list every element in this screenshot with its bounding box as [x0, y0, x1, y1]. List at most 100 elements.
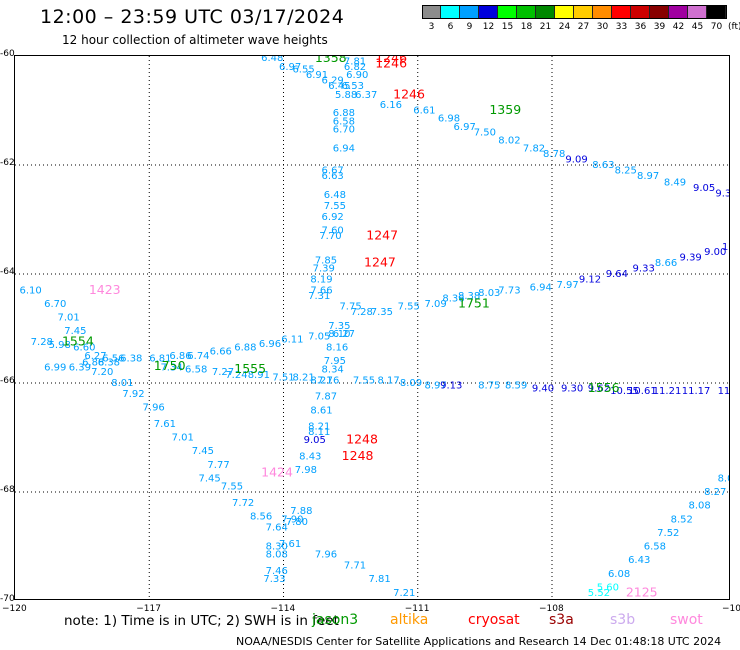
wave-height-label: 6.10 — [19, 285, 41, 296]
wave-height-label: 7.95 — [324, 356, 346, 367]
map-title: 12:00 – 23:59 UTC 03/17/2024 — [40, 6, 345, 28]
legend-swatch-label: 27 — [577, 22, 590, 32]
wave-height-label: 5.60 — [597, 582, 619, 593]
wave-height-label: 8.08 — [266, 550, 288, 561]
wave-height-label: 8.75 — [478, 381, 500, 392]
legend-swatch — [422, 5, 441, 19]
wave-height-label: 6.70 — [333, 125, 355, 136]
satellite-name-jason3: jason3 — [312, 612, 359, 628]
pass-time-label: 1248 — [346, 432, 378, 447]
wave-height-label: 6.16 — [380, 100, 402, 111]
wave-height-label: 6.27 — [333, 329, 355, 340]
wave-height-label: 7.73 — [498, 285, 520, 296]
wave-height-label: 6.66 — [210, 346, 232, 357]
longitude-tick-label: −10 — [722, 604, 740, 614]
wave-height-label: 5.88 — [335, 90, 357, 101]
wave-height-label: 6.67 — [322, 165, 344, 176]
wave-height-label: 8.49 — [664, 177, 686, 188]
wave-height-label: 11.17 — [682, 386, 711, 397]
altimeter-wave-map[interactable]: 6.48 6.97 6.55 6.91 6.29 6.45 5.88 7.81 6.82 6.90… — [14, 55, 730, 600]
wave-height-label: 8.02 — [498, 135, 520, 146]
legend-swatch — [574, 5, 593, 19]
wave-height-label: 7.51 — [272, 373, 294, 384]
wave-height-label: 6.61 — [413, 106, 435, 117]
wave-height-label: 8.34 — [322, 364, 344, 375]
satellite-name-s3a: s3a — [549, 612, 574, 628]
wave-height-label: 9.36 — [715, 188, 730, 199]
wave-height-label: 9.7 — [729, 192, 730, 203]
wave-height-label: 8.61 — [310, 405, 332, 416]
wave-height-label: 8.43 — [299, 452, 321, 463]
wave-height-label: 6.86 — [169, 351, 191, 362]
wave-height-label: 6.27 — [84, 351, 106, 362]
pass-time-label: 1247 — [366, 227, 398, 242]
legend-swatch — [498, 5, 517, 19]
wave-height-label: 8.63 — [592, 160, 614, 171]
wave-height-label: 9.30 — [561, 383, 583, 394]
wave-height-label: 6.58 — [333, 116, 355, 127]
wave-height-label: 7.01 — [58, 313, 80, 324]
wave-height-label: 6.58 — [644, 542, 666, 553]
pass-time-label: 1246 — [375, 56, 407, 65]
wave-height-label: 6.63 — [322, 171, 344, 182]
wave-height-label: 7.52 — [657, 528, 679, 539]
legend-swatch — [593, 5, 612, 19]
wave-height-label: 7.82 — [523, 144, 545, 155]
wave-height-label: 6.94 — [333, 144, 355, 155]
wave-height-label: 8.52 — [671, 514, 693, 525]
satellite-name-s3b: s3b — [610, 612, 636, 628]
wave-height-label: 7.66 — [310, 285, 332, 296]
wave-height-label: 6.91 — [306, 70, 328, 81]
legend-swatch — [669, 5, 688, 19]
legend-swatch-label: 39 — [653, 22, 666, 32]
wave-height-label: 7.76 — [317, 375, 339, 386]
wave-height-label: 7.28 — [351, 307, 373, 318]
legend-swatch — [517, 5, 536, 19]
legend-swatch-label: 33 — [615, 22, 628, 32]
legend-swatch-label: 18 — [520, 22, 533, 32]
wave-height-label: 6.82 — [344, 62, 366, 73]
wave-height-label: 8.25 — [615, 165, 637, 176]
legend-swatch — [688, 5, 707, 19]
wave-height-label: 7.21 — [393, 588, 415, 599]
wave-height-label: 7.33 — [263, 574, 285, 585]
legend-swatch — [650, 5, 669, 19]
satellite-name-cryosat: cryosat — [468, 612, 520, 628]
wave-height-label: 7.46 — [266, 566, 288, 577]
wave-height-label: 6.88 — [333, 108, 355, 119]
wave-height-label: 7.92 — [122, 389, 144, 400]
wave-height-label: 6.92 — [322, 212, 344, 223]
wave-height-label: 6.74 — [187, 351, 209, 362]
wave-height-label: 8.56 — [250, 512, 272, 523]
pass-time-label: 1246 — [375, 56, 407, 71]
legend-swatch-label: 36 — [634, 22, 647, 32]
wave-height-label: 7.20 — [91, 367, 113, 378]
wave-height-label: 8.19 — [310, 274, 332, 285]
wave-height-label: 7.72 — [232, 498, 254, 509]
pass-time-label: 2125 — [626, 584, 658, 599]
wave-height-label: 8.66 — [655, 258, 677, 269]
wave-height-label: 8.78 — [543, 149, 565, 160]
wave-height-label: 8.10 — [328, 329, 350, 340]
pass-time-label: 1751 — [458, 295, 490, 310]
wave-height-label: 6.97 — [427, 599, 449, 600]
wave-height-label: 8.38 — [458, 291, 480, 302]
legend-swatch — [612, 5, 631, 19]
wave-height-label: 6.97 — [279, 62, 301, 73]
wave-height-label: 6.88 — [234, 343, 256, 354]
pass-time-label: 1750 — [154, 358, 186, 373]
wave-height-label: 6.39 — [69, 363, 91, 374]
wave-height-label: 7.77 — [207, 460, 229, 471]
wave-height-label: 7.71 — [344, 561, 366, 572]
wave-height-label: 8.30 — [266, 542, 288, 553]
wave-height-label: 6.96 — [259, 339, 281, 350]
wave-height-label: 9.05 — [693, 183, 715, 194]
wave-height-label: 9.09 — [565, 155, 587, 166]
longitude-tick-label: −120 — [2, 604, 27, 614]
legend-swatch — [460, 5, 479, 19]
wave-height-label: 7.34 — [160, 363, 182, 374]
wave-height-label: 9.13 — [440, 381, 462, 392]
pass-time-label: 1246 — [393, 87, 425, 102]
satellite-name-altika: altika — [390, 612, 429, 628]
wave-height-label: 10.34 — [722, 242, 730, 253]
